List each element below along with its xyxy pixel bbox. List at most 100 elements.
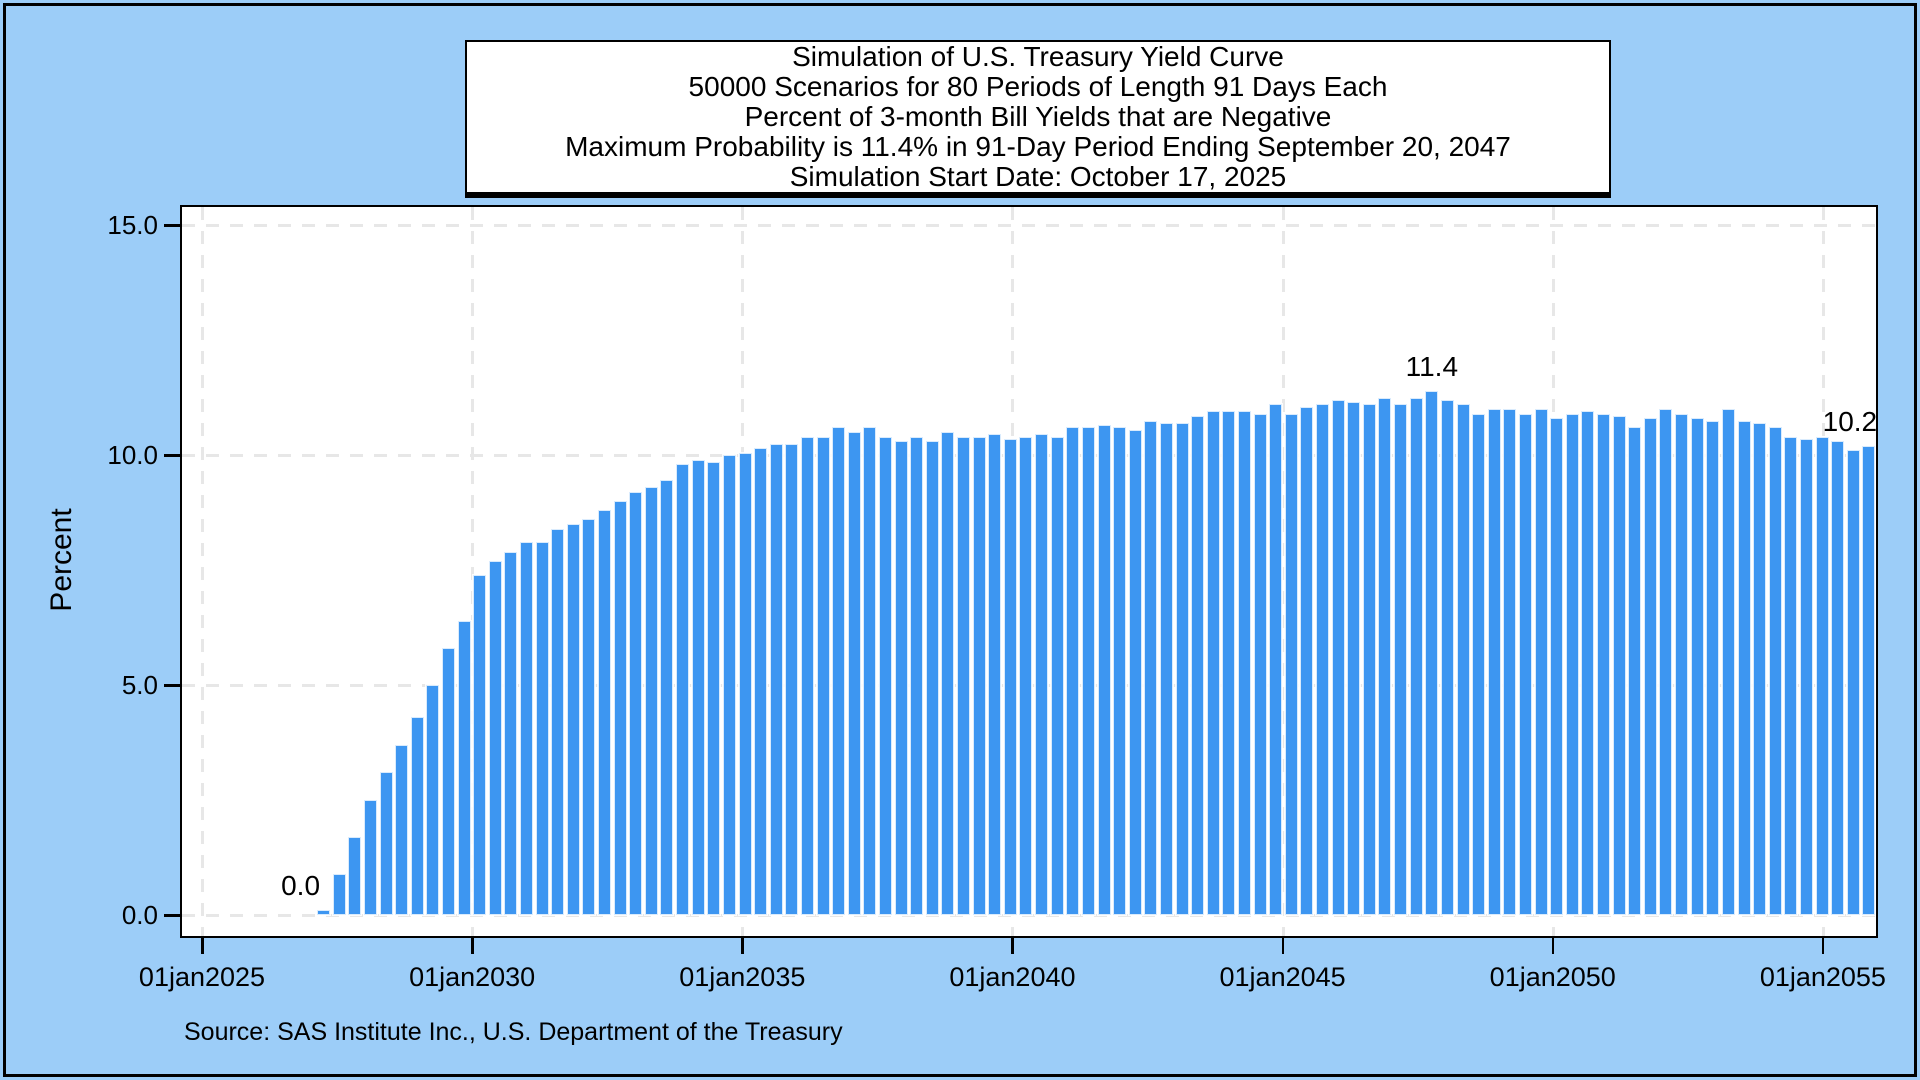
bar [1222,411,1236,915]
bar [629,491,643,915]
bar [1799,438,1813,915]
bar [1768,427,1782,915]
bar [566,524,580,915]
bar [660,480,674,915]
bar [1316,404,1330,915]
bar-value-annotation: 11.4 [1405,350,1459,382]
bar-value-annotation: 0.0 [281,870,321,902]
x-tick-label: 01jan2055 [1759,962,1886,992]
bar [988,434,1002,915]
bar [894,441,908,915]
bar [1081,427,1095,915]
bar [1456,404,1470,915]
bar [972,436,986,915]
bar [1003,438,1017,915]
bar [1347,402,1361,915]
y-tick [164,454,180,457]
bar [1440,399,1454,915]
x-tick-label: 01jan2050 [1489,962,1616,992]
bar [1721,409,1735,915]
gridline-x [471,207,475,936]
bar [1019,436,1033,915]
bar [879,436,892,915]
x-tick-label: 01jan2045 [1219,962,1346,992]
x-tick [1281,938,1285,954]
x-tick-label: 01jan2025 [138,962,266,992]
bar [1284,413,1298,915]
y-tick [164,914,180,917]
bar [395,744,409,915]
bar [1035,434,1049,915]
bar [1643,418,1657,915]
bar [473,574,487,915]
bar [1690,418,1704,915]
bar [519,542,533,915]
bar [1331,399,1345,915]
bar [1269,404,1283,915]
bar [1503,409,1517,915]
bar [441,648,455,915]
gridline-y [182,914,1876,917]
y-tick [164,684,180,687]
bar [1425,390,1439,915]
bar [1300,406,1314,915]
bar [691,459,705,915]
bar [613,501,627,915]
bar [1753,422,1767,915]
bar [800,436,814,915]
bar [1518,413,1532,915]
x-tick [201,938,204,954]
bar [504,551,518,915]
bar [1846,450,1860,915]
bar [1565,413,1579,915]
bar [1831,441,1845,915]
bar [317,910,331,915]
bar [582,519,596,915]
bar [1159,422,1173,915]
bar [707,461,721,915]
y-tick-label: 0.0 [121,900,158,930]
bar [785,443,799,915]
x-tick-label: 01jan2030 [409,962,536,992]
title-line-4: Maximum Probability is 11.4% in 91-Day P… [565,131,1511,162]
source-note: Source: SAS Institute Inc., U.S. Departm… [184,1018,843,1046]
y-tick-label: 15.0 [107,210,158,240]
bar [925,441,939,915]
bar [1409,397,1423,915]
bar [535,542,549,915]
bar [1472,413,1486,915]
bar [769,443,783,915]
bar [1128,429,1142,915]
x-tick [1011,938,1014,954]
bar [1659,409,1673,915]
bar [1206,411,1220,915]
bar [722,455,736,915]
bar [1394,404,1408,915]
bar [754,448,768,915]
bar [910,436,924,915]
title-line-5: Simulation Start Date: October 17, 2025 [789,161,1287,192]
bar [1238,411,1251,915]
bar [1784,436,1798,915]
x-tick [741,938,744,954]
bar [1862,445,1876,915]
bar [644,487,658,915]
x-tick [471,938,474,954]
x-tick [1821,938,1825,954]
bar [598,510,612,915]
bar [676,464,690,915]
bar [1050,436,1064,915]
x-tick-label: 01jan2040 [949,962,1076,992]
y-axis-title: Percent [45,508,78,612]
bar [1706,420,1720,915]
bar [816,436,830,915]
x-tick [1551,938,1555,954]
bar [1362,404,1376,915]
bar [363,800,377,915]
bar [426,685,440,915]
bar [1113,427,1127,915]
bar [1675,413,1689,915]
bar-value-annotation: 10.2 [1822,405,1878,437]
bar [1487,409,1501,915]
